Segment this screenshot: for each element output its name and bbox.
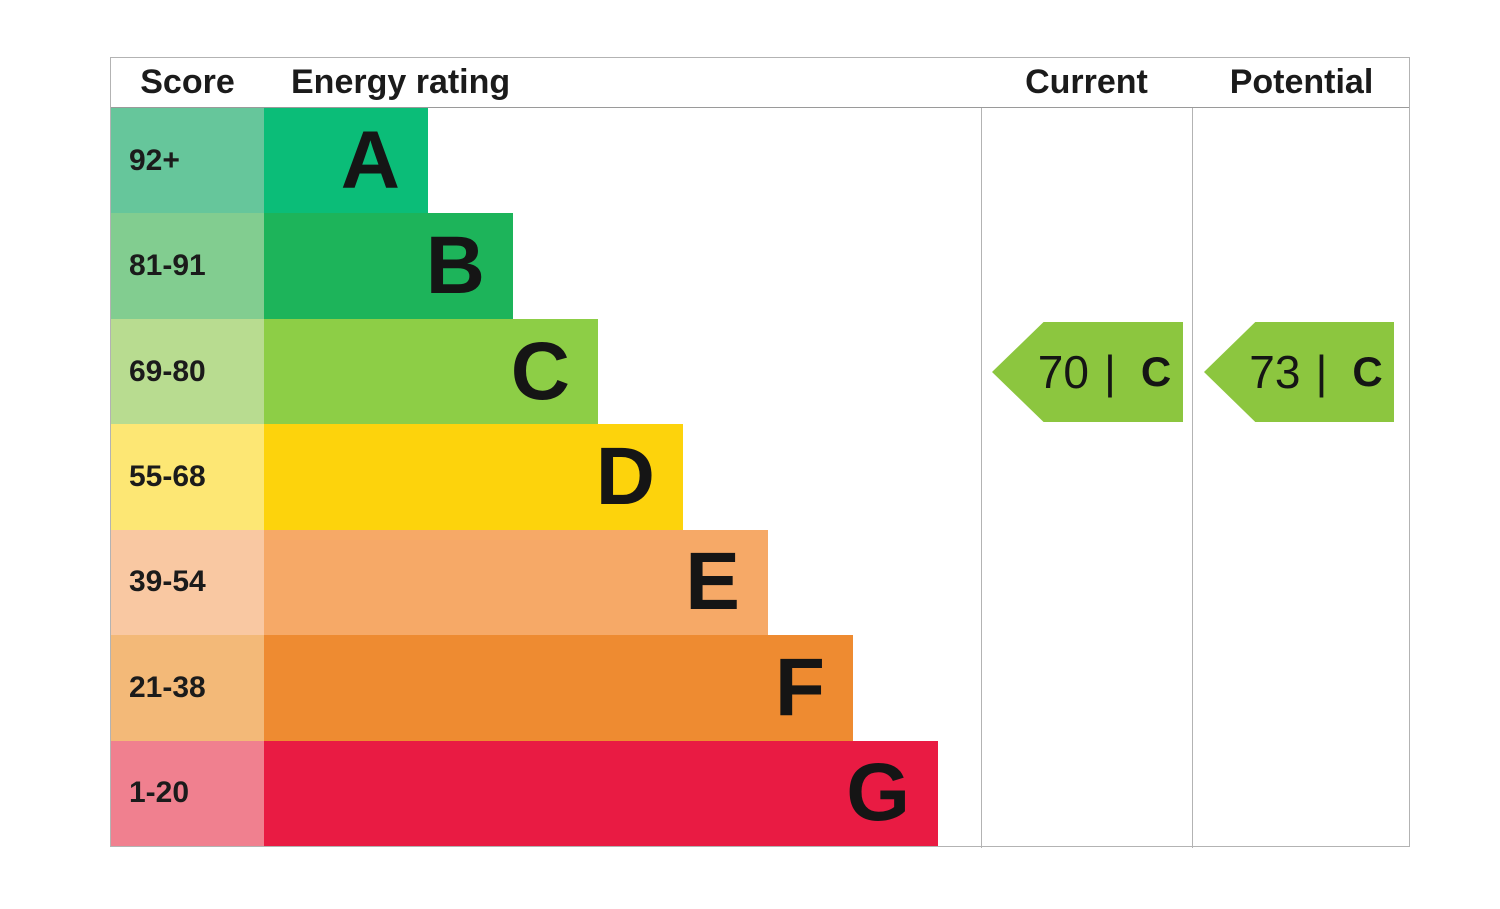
score-range-b: 81-91 <box>111 213 264 319</box>
band-letter-e: E <box>685 536 740 628</box>
rating-bar-b: B <box>264 213 513 319</box>
score-range-e: 39-54 <box>111 529 264 636</box>
epc-table: Score Energy rating Current Potential 92… <box>110 57 1410 848</box>
score-band-separator: | <box>1103 346 1116 398</box>
table-header-row: Score Energy rating Current Potential <box>111 58 1409 108</box>
band-row-d: 55-68 D <box>111 424 981 530</box>
current-column-header: Current <box>1025 63 1148 101</box>
rating-bar-f: F <box>264 635 853 741</box>
band-row-c: 69-80 C <box>111 318 981 425</box>
score-range-c: 69-80 <box>111 318 264 425</box>
potential-column-divider <box>1192 58 1193 848</box>
band-row-g: 1-20 G <box>111 740 981 846</box>
band-letter-g: G <box>846 747 910 839</box>
potential-score-value: 73 <box>1249 346 1301 398</box>
band-letter-f: F <box>774 641 825 733</box>
band-row-a: 92+ A <box>111 108 981 214</box>
band-letter-b: B <box>425 220 485 312</box>
rating-bar-a: A <box>264 108 428 214</box>
energy-rating-column-header: Energy rating <box>291 63 511 101</box>
rating-bar-g: G <box>264 740 938 846</box>
current-rating-arrow: 70 | C <box>992 322 1183 422</box>
rating-bar-c: C <box>264 318 598 425</box>
potential-rating-arrow: 73 | C <box>1204 322 1394 422</box>
current-column-divider <box>981 58 982 848</box>
score-column-header: Score <box>140 63 235 101</box>
current-band-letter: C <box>1140 348 1172 395</box>
band-rows: 92+ A 81-91 B 69-80 C 55-68 D 39-54 E 21… <box>111 108 981 846</box>
band-row-b: 81-91 B <box>111 213 981 319</box>
band-letter-d: D <box>595 430 655 522</box>
potential-column-header: Potential <box>1229 63 1374 101</box>
rating-bar-d: D <box>264 424 683 530</box>
current-score-value: 70 <box>1037 346 1089 398</box>
band-letter-c: C <box>510 325 570 417</box>
potential-band-letter: C <box>1352 348 1383 395</box>
score-band-separator: | <box>1315 346 1328 398</box>
band-letter-a: A <box>340 114 400 206</box>
score-range-d: 55-68 <box>111 424 264 530</box>
score-range-a: 92+ <box>111 108 264 214</box>
band-row-e: 39-54 E <box>111 529 981 636</box>
band-row-f: 21-38 F <box>111 635 981 741</box>
score-range-f: 21-38 <box>111 635 264 741</box>
rating-bar-e: E <box>264 529 768 636</box>
score-range-g: 1-20 <box>111 740 264 846</box>
